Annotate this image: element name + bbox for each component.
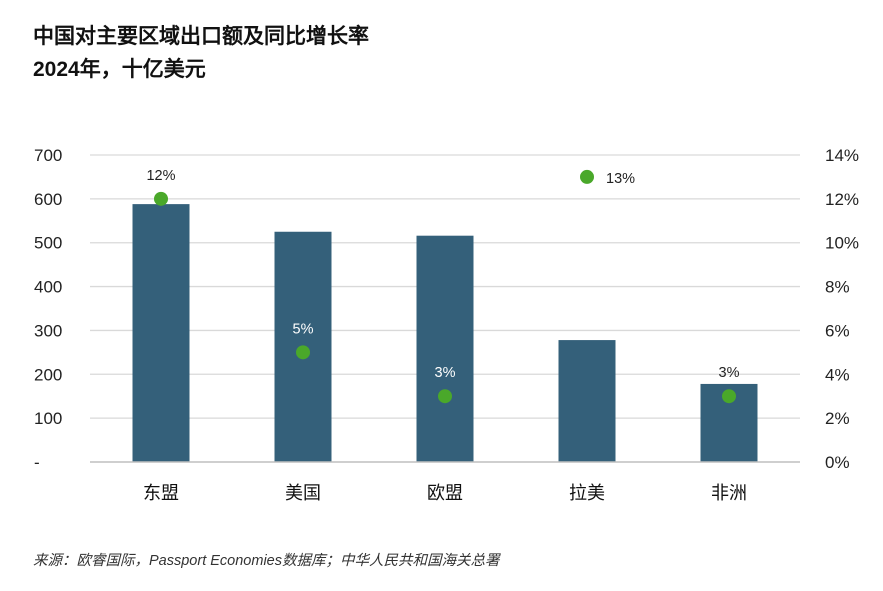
title-line-2: 2024年，十亿美元 (33, 58, 206, 81)
y-left-tick-label: 700 (34, 146, 62, 165)
x-tick-label: 拉美 (569, 483, 605, 503)
title-line-1: 中国对主要区域出口额及同比增长率 (33, 25, 369, 48)
y-right-tick-label: 10% (825, 234, 859, 253)
y-left-tick-label: 200 (34, 365, 62, 384)
growth-dot (154, 191, 168, 206)
y-right-tick-label: 2% (825, 409, 850, 428)
y-right-tick-label: 8% (825, 278, 850, 297)
growth-dot (296, 345, 310, 360)
y-right-tick-label: 14% (825, 146, 859, 165)
y-right-tick-label: 6% (825, 321, 850, 340)
growth-dot (722, 389, 736, 404)
y-left-tick-label: 100 (34, 409, 62, 428)
growth-label: 3% (719, 365, 740, 381)
gridlines (90, 154, 800, 419)
growth-dot (580, 169, 594, 184)
growth-dot (438, 389, 452, 404)
y-left-tick-label: 300 (34, 321, 62, 340)
source-note: 来源：欧睿国际，Passport Economies数据库；中华人民共和国海关总… (33, 553, 500, 569)
bar (416, 235, 474, 462)
bar (132, 204, 190, 462)
chart-title: 中国对主要区域出口额及同比增长率 2024年，十亿美元 (33, 20, 369, 86)
x-tick-label: 东盟 (143, 483, 179, 503)
growth-label: 12% (146, 168, 175, 184)
x-tick-label: 美国 (285, 483, 321, 503)
y-left-tick-label: 400 (34, 278, 62, 297)
y-left-tick-label: - (34, 453, 40, 472)
y-right-tick-label: 12% (825, 190, 859, 209)
axes: - 100 200 300 400 500 600 700 0% 2% 4% 6% 8% 10% 12% 14… (34, 146, 859, 503)
x-tick-label: 非洲 (711, 483, 747, 503)
y-left-tick-label: 600 (34, 190, 62, 209)
x-tick-label: 欧盟 (427, 483, 463, 503)
growth-label: 13% (606, 171, 635, 187)
y-left-tick-label: 500 (34, 234, 62, 253)
growth-dots: 12% 5% 3% 13% 3% (146, 168, 740, 404)
growth-label: 5% (293, 321, 314, 337)
bar (558, 340, 616, 462)
growth-label: 3% (435, 365, 456, 381)
y-right-tick-label: 0% (825, 453, 850, 472)
bars (132, 204, 758, 462)
y-right-tick-label: 4% (825, 365, 850, 384)
